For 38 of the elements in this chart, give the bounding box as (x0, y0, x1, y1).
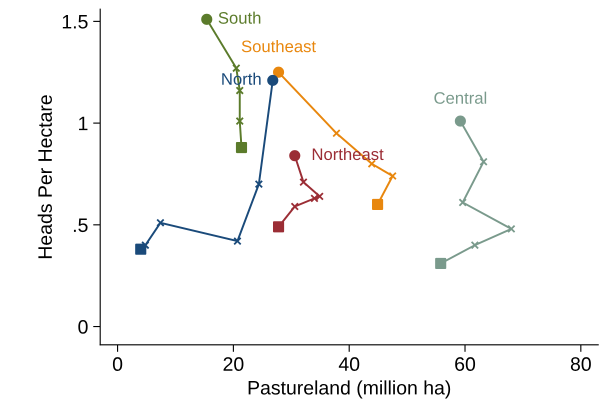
point (332, 129, 341, 138)
point (272, 66, 284, 78)
x-tick-label: 40 (338, 357, 360, 371)
point (290, 202, 299, 211)
point (236, 116, 244, 126)
point (236, 142, 248, 154)
point (233, 236, 242, 246)
annotation: Central (434, 92, 486, 104)
point (372, 198, 384, 210)
x-axis-title: Pastureland (million ha) (248, 380, 450, 398)
point (254, 180, 264, 188)
point (135, 244, 146, 255)
x-tick-label: 60 (455, 357, 476, 371)
y-tick-label: .5 (74, 218, 88, 232)
point (272, 221, 284, 232)
point (156, 218, 165, 227)
point (201, 14, 212, 25)
point (236, 86, 244, 95)
y-tick-label: 1.5 (62, 15, 88, 29)
x-tick-label: 80 (570, 357, 591, 371)
annotation: South (218, 12, 260, 24)
y-axis-title: Heads Per Hectare (38, 95, 52, 258)
point (232, 64, 240, 72)
y-tick-label: 1 (79, 116, 88, 130)
point (507, 224, 516, 234)
point (435, 258, 446, 270)
point (454, 116, 466, 127)
y-tick-label: 0 (78, 320, 88, 334)
point (299, 178, 308, 186)
point (479, 158, 488, 166)
x-tick-label: 20 (224, 357, 244, 371)
point (267, 74, 278, 86)
annotation: Southeast (242, 40, 316, 52)
x-tick-label: 0 (112, 357, 122, 371)
point (458, 198, 467, 207)
point (289, 150, 300, 162)
point (470, 241, 480, 250)
point (388, 172, 397, 180)
